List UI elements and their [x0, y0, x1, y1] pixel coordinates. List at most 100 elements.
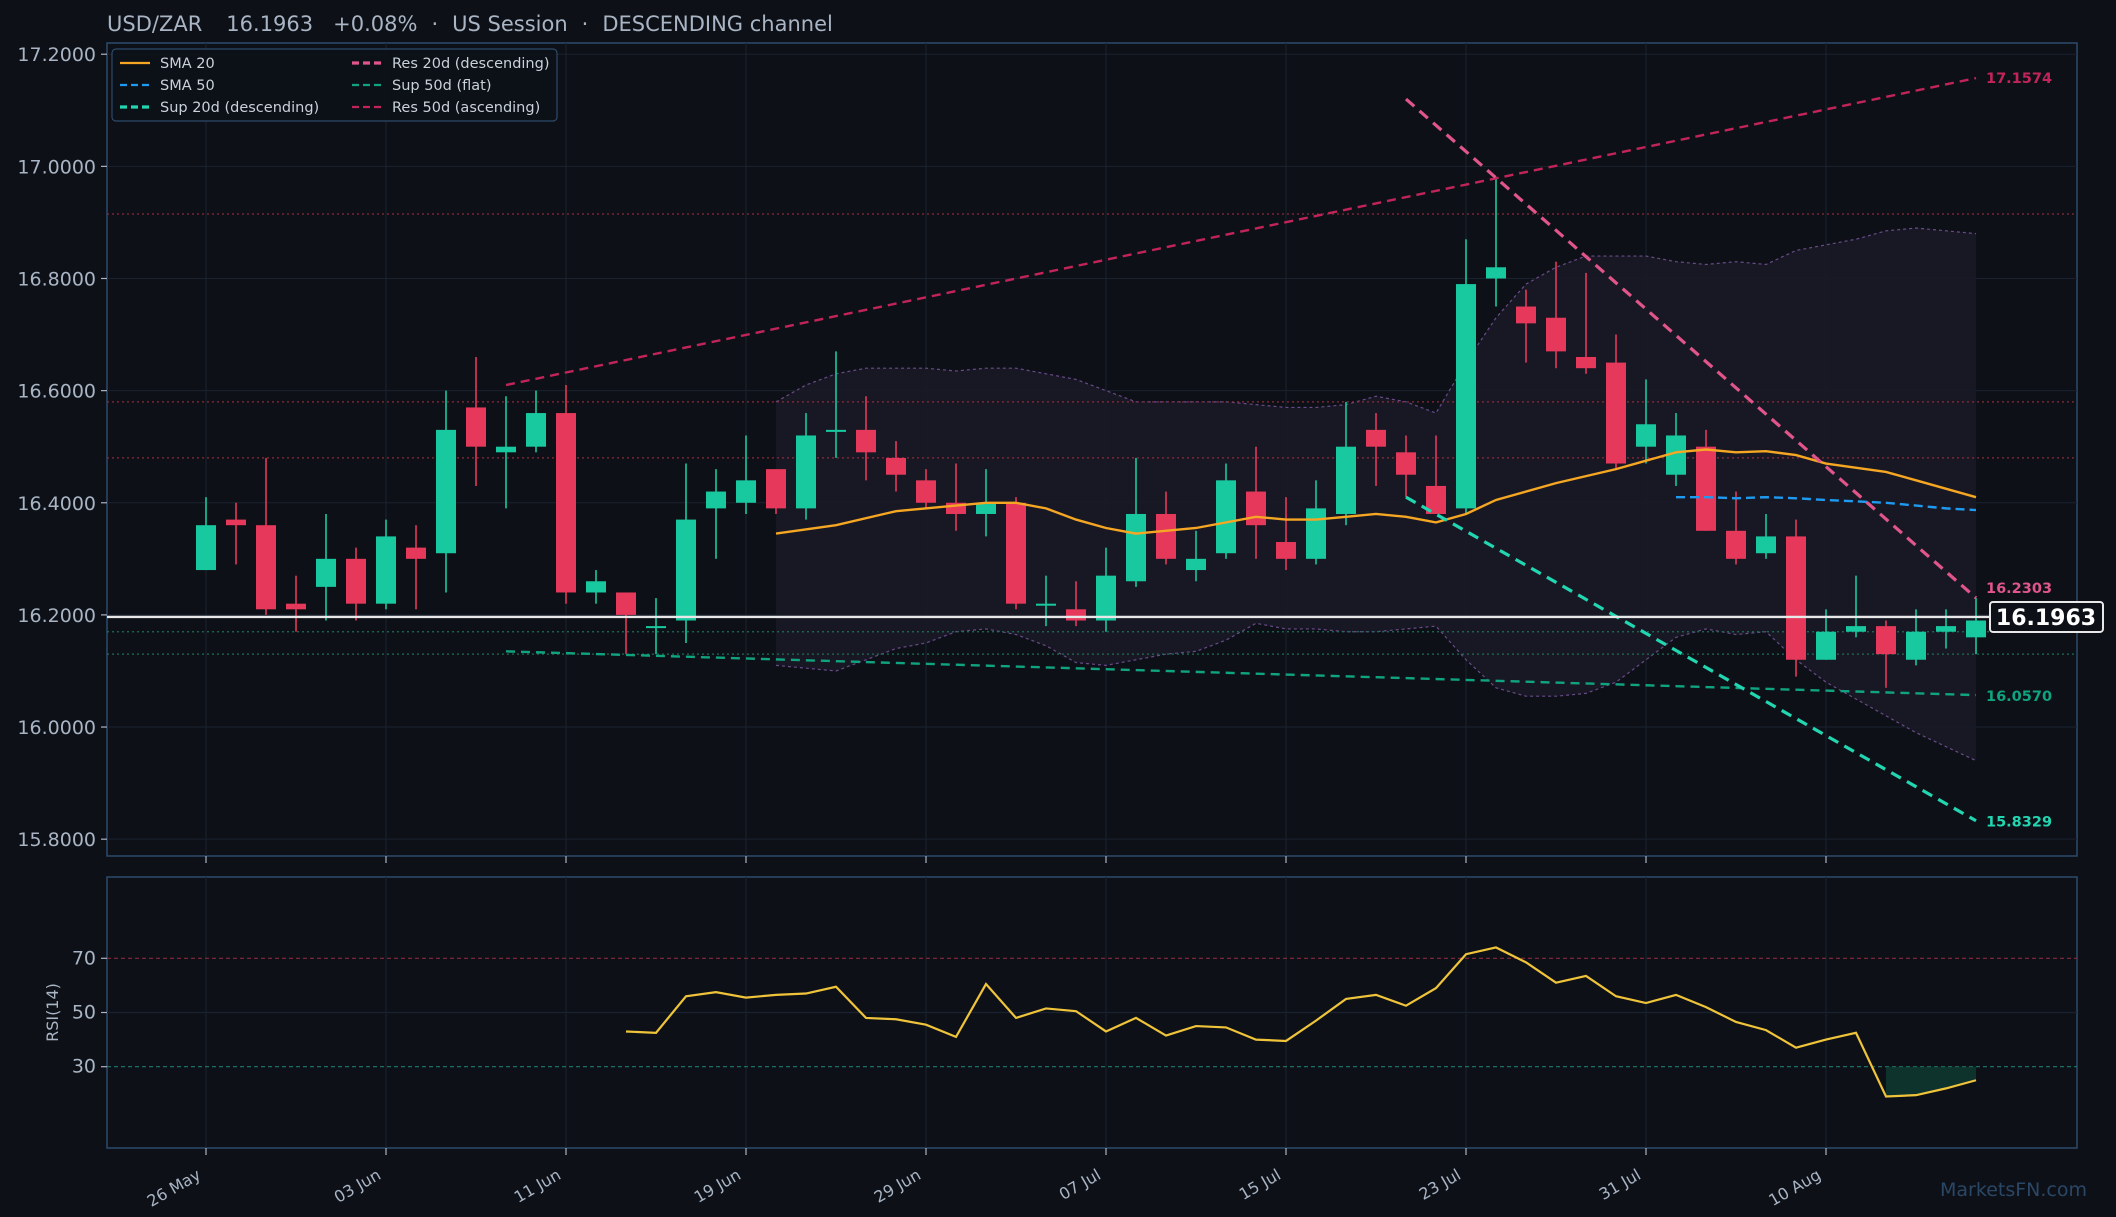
candle — [1876, 620, 1896, 688]
chart-title: USD/ZAR 16.1963 +0.08% · US Session · DESCENDI… — [107, 12, 833, 36]
legend-label: SMA 20 — [160, 56, 215, 72]
y-tick-label: 16.8000 — [17, 268, 96, 290]
candle-body — [1906, 631, 1926, 660]
candle-body — [646, 626, 666, 629]
candle — [1696, 429, 1716, 531]
candle — [1756, 513, 1776, 559]
y-tick-label: 16.0000 — [17, 717, 96, 739]
sup-20d-descending-line — [1405, 495, 1977, 823]
candle-body — [1576, 356, 1596, 369]
candle-body — [376, 536, 396, 604]
candle — [406, 525, 426, 610]
candle — [1426, 435, 1446, 514]
candle-body — [826, 429, 846, 432]
candle — [646, 598, 666, 655]
candle — [1666, 413, 1686, 486]
candle-body — [406, 547, 426, 559]
candle-body — [1336, 446, 1356, 514]
sup-50d-end-label: 16.0570 — [1986, 689, 2052, 705]
candle — [346, 547, 366, 621]
candle — [526, 390, 546, 453]
candle — [1486, 177, 1506, 307]
candle — [556, 385, 576, 604]
legend-label: SMA 50 — [160, 78, 215, 94]
legend-label: Res 50d (ascending) — [392, 100, 540, 116]
candle-body — [976, 502, 996, 514]
candle-body — [1216, 480, 1236, 554]
rsi-line — [625, 946, 1977, 1098]
candle — [1126, 457, 1146, 587]
candle-body — [1546, 317, 1566, 352]
candle-body — [1276, 542, 1296, 559]
candle-body — [436, 429, 456, 554]
rsi-tick-label: 70 — [72, 947, 96, 969]
rsi-tick-label: 50 — [72, 1002, 96, 1024]
candle — [1966, 598, 1986, 655]
watermark: MarketsFN.com — [1940, 1179, 2087, 1201]
y-tick-label: 16.6000 — [17, 381, 96, 403]
candle-body — [346, 558, 366, 604]
rsi-tick-label: 30 — [72, 1056, 96, 1078]
candle — [616, 592, 636, 655]
candle — [856, 396, 876, 481]
candle-body — [1636, 424, 1656, 447]
candle-body — [1306, 508, 1326, 559]
candle — [1906, 609, 1926, 666]
candle — [796, 413, 816, 520]
candle-body — [1456, 284, 1476, 509]
candle — [1786, 519, 1806, 677]
candle-body — [586, 581, 606, 593]
candle — [826, 351, 846, 458]
sup-20d-end-label: 15.8329 — [1986, 815, 2052, 831]
candle — [466, 356, 486, 486]
candle — [1576, 272, 1596, 374]
candle — [1546, 261, 1566, 369]
candle — [1516, 289, 1536, 363]
candle-body — [1696, 446, 1716, 531]
candle-body — [1606, 362, 1626, 464]
candle-body — [1816, 631, 1836, 660]
candle — [706, 469, 726, 559]
candle-body — [766, 469, 786, 509]
legend: SMA 20 SMA 50 Sup 20d (descending) Res 20d … — [111, 48, 558, 122]
candle — [436, 390, 456, 593]
candle-body — [1246, 491, 1266, 526]
rsi-panel: 70 50 30 RSI(14) — [43, 876, 2078, 1149]
price-panel: 15.8000 16.0000 16.2000 16.4000 16.6000 16.80… — [17, 42, 2104, 857]
candle-body — [496, 446, 516, 453]
candle — [256, 457, 276, 615]
candle-body — [556, 413, 576, 593]
candle-body — [1096, 575, 1116, 621]
y-tick-label: 16.2000 — [17, 605, 96, 627]
candle-body — [526, 413, 546, 447]
res-50d-ascending-line — [505, 76, 1977, 387]
price-tag-box — [1989, 600, 2104, 633]
candle-body — [1156, 513, 1176, 559]
candle-body — [916, 480, 936, 503]
bollinger-upper-line — [775, 227, 1977, 414]
candle — [1636, 379, 1656, 464]
candle — [1006, 497, 1026, 610]
candle-body — [1516, 306, 1536, 324]
legend-label: Sup 50d (flat) — [392, 78, 492, 94]
candle — [1186, 530, 1206, 582]
candle — [736, 435, 756, 514]
price-tag-label: 16.1963 — [1996, 606, 2096, 631]
rsi-oversold-fill — [1886, 1066, 1976, 1097]
y-tick-label: 17.0000 — [17, 156, 96, 178]
candle-body — [946, 502, 966, 514]
y-tick-label: 15.8000 — [17, 829, 96, 851]
candle-body — [1006, 502, 1026, 604]
candle — [916, 469, 936, 509]
legend-label: Sup 20d (descending) — [160, 100, 319, 116]
candle — [286, 575, 306, 632]
candle — [496, 396, 516, 509]
bollinger-lower-line — [775, 622, 1977, 762]
rsi-ylabel: RSI(14) — [43, 983, 62, 1042]
candle-body — [1786, 536, 1806, 660]
candle-body — [256, 525, 276, 610]
candle — [1396, 435, 1416, 498]
candle-body — [1726, 530, 1746, 559]
candle — [946, 463, 966, 531]
